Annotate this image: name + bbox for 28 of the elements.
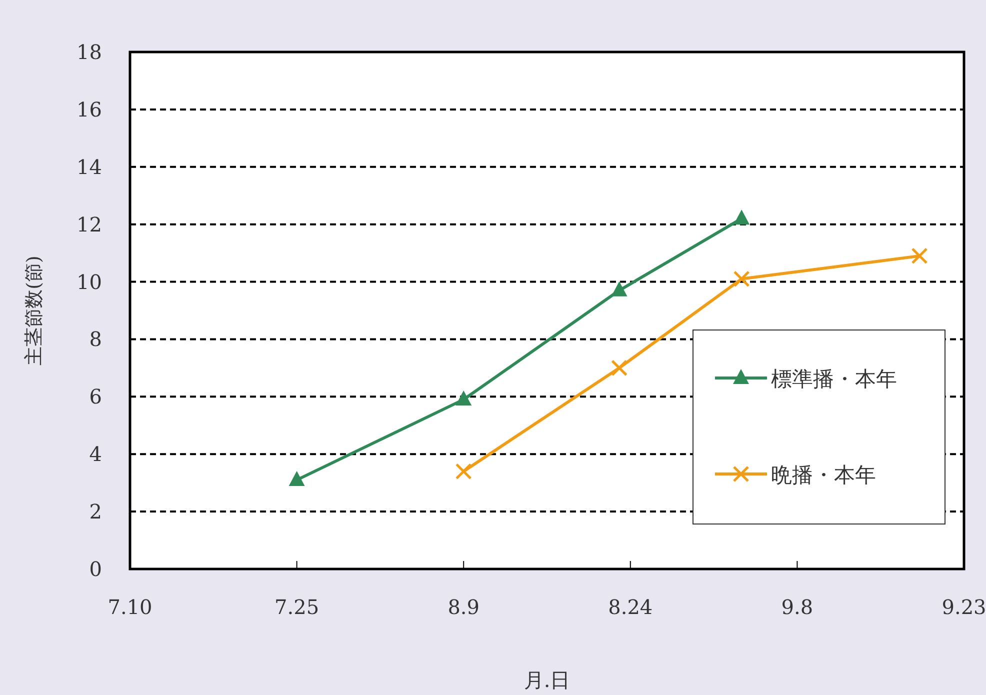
x-tick-label: 8.9 xyxy=(448,595,480,619)
point xyxy=(456,390,472,406)
x-tick-label: 7.10 xyxy=(108,595,152,619)
point xyxy=(611,360,628,376)
y-tick-label: 8 xyxy=(89,327,102,352)
x-tick-label: 8.24 xyxy=(608,595,653,619)
y-tick-label: 12 xyxy=(76,212,102,236)
y-tick-label: 0 xyxy=(89,557,102,581)
point xyxy=(734,210,750,225)
point xyxy=(455,463,472,480)
legend-label: 晩播・本年 xyxy=(771,463,876,487)
x-tick-label: 9.23 xyxy=(942,595,986,619)
y-axis-title: 主茎節数(節) xyxy=(23,256,45,366)
x-tick-label: 9.8 xyxy=(781,595,814,619)
point xyxy=(611,281,628,296)
y-tick-label: 14 xyxy=(76,154,102,179)
y-tick-label: 16 xyxy=(76,97,102,122)
legend-label: 標準播・本年 xyxy=(771,367,897,391)
y-tick-label: 2 xyxy=(89,500,102,524)
point xyxy=(911,248,928,264)
y-tick-label: 18 xyxy=(76,40,102,64)
x-axis-title: 月.日 xyxy=(524,668,570,692)
point xyxy=(733,270,750,288)
point xyxy=(288,470,305,486)
y-tick-label: 10 xyxy=(76,270,102,294)
x-tick-label: 7.25 xyxy=(274,595,320,619)
y-tick-label: 6 xyxy=(89,384,102,409)
y-tick-label: 4 xyxy=(89,442,102,466)
